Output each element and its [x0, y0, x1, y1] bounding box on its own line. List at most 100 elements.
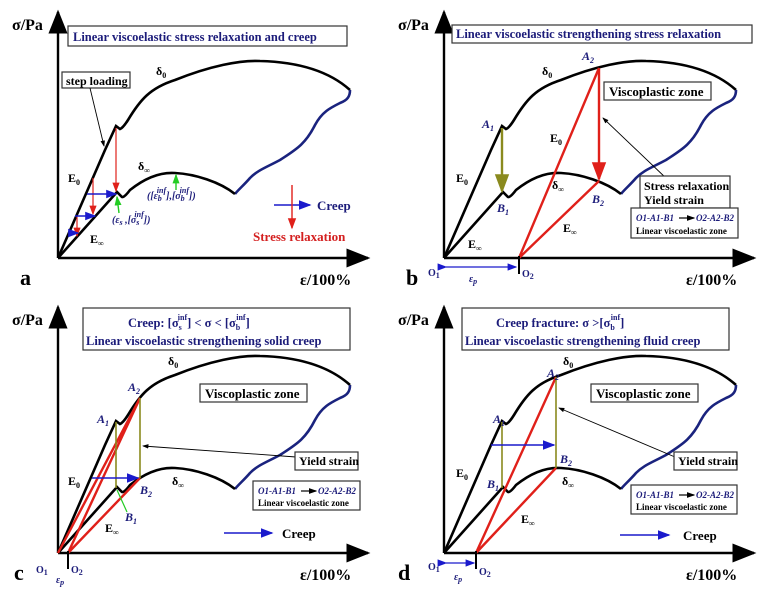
- viscoplastic-zone-box: [603, 81, 712, 101]
- panel-title-line2: Linear viscoelastic strengthening solid …: [86, 334, 321, 348]
- path-o2-label: O2-A2-B2: [318, 486, 356, 496]
- b2-label: B2: [591, 192, 604, 208]
- b1-label: B1: [496, 201, 509, 217]
- path-o1-label: O1-A1-B1: [258, 486, 296, 496]
- o1-label: O1: [428, 268, 440, 280]
- yield-strain-label: Yield strain: [678, 454, 738, 468]
- yield-pointer: [602, 117, 669, 181]
- delta-0-label: δ0: [156, 64, 166, 80]
- path-o2-label: O2-A2-B2: [696, 490, 734, 500]
- yield-strain-lines: [115, 398, 141, 488]
- y-axis-label: σ/Pa: [398, 17, 429, 34]
- o2-label: O2: [522, 269, 534, 281]
- a2-label: A2: [581, 49, 594, 65]
- linear-zone-label: Linear viscoelastic zone: [258, 498, 349, 508]
- a2-label: A2: [127, 380, 140, 396]
- viscoplastic-zone-label: Viscoplastic zone: [609, 84, 704, 99]
- b1-label: B1: [486, 477, 499, 493]
- delta-0-label: δ0: [168, 354, 178, 370]
- panel-title-line1: Creep: [σsinf] < σ < [σbinf]: [128, 313, 250, 332]
- b1-pointer: [116, 489, 128, 513]
- yield-strain-label: Yield strain: [299, 454, 359, 468]
- title-box: [461, 307, 730, 351]
- legend-creep: Creep: [683, 528, 717, 543]
- viscoplastic-zone-label: Viscoplastic zone: [596, 386, 691, 401]
- path-o2-label: O2-A2-B2: [696, 213, 734, 223]
- a1-label: A1: [492, 412, 505, 428]
- linear-zone-box: [252, 480, 361, 511]
- yield-strain-lines: [501, 377, 557, 488]
- title-box: [67, 25, 348, 47]
- delta-inf-label: δ∞: [552, 178, 564, 194]
- yield-strain-label: Yield strain: [644, 193, 704, 207]
- step-loading-box: [61, 71, 131, 89]
- point-s-label: (εs ,[σsinf]): [112, 210, 150, 227]
- linear-zone-label: Linear viscoelastic zone: [636, 502, 727, 512]
- b2-label: B2: [139, 483, 152, 499]
- yield-strain-box: [673, 451, 738, 471]
- b2-label: B2: [559, 452, 572, 468]
- panel-c: σ/Pa ε/100% c Creep: [σsinf] < σ < [σbin…: [12, 307, 368, 587]
- y-axis-label: σ/Pa: [12, 17, 43, 34]
- linear-zone-box: [630, 484, 738, 515]
- eps-p-label: εp: [469, 274, 477, 286]
- point-b-label: ([εbinf],[σbinf]): [147, 186, 196, 203]
- delta-0-label: δ0: [542, 64, 552, 80]
- x-axis-label: ε/100%: [300, 272, 351, 289]
- legend-creep: Creep: [317, 198, 351, 213]
- yield-pointer: [558, 407, 676, 458]
- delta-inf-label: δ∞: [562, 474, 574, 490]
- panel-d: σ/Pa ε/100% d Creep fracture: σ >[σbinf]…: [398, 307, 754, 585]
- title-box: [82, 307, 351, 351]
- eps-p-label: εp: [56, 575, 64, 587]
- delta-inf-label: δ∞: [138, 159, 150, 175]
- x-axis-label: ε/100%: [300, 567, 351, 584]
- step-loading-label: step loading: [66, 74, 128, 88]
- panel-title: Linear viscoelastic stress relaxation an…: [73, 30, 317, 44]
- o1-label: O1: [428, 562, 440, 574]
- legend: Creep Stress relaxation: [253, 185, 351, 244]
- panel-title-line1: Creep fracture: σ >[σbinf]: [496, 313, 624, 332]
- e0-label-2: E0: [550, 131, 562, 147]
- yield-pointer: [142, 444, 297, 458]
- stress-relaxation-label: Stress relaxation: [644, 179, 730, 193]
- panel-letter: a: [20, 265, 31, 290]
- einf-label: E∞: [90, 232, 104, 248]
- b1-label: B1: [124, 510, 137, 526]
- viscoplastic-zone-box: [199, 383, 308, 403]
- path-o1-label: O1-A1-B1: [636, 490, 674, 500]
- legend-stress-relaxation: Stress relaxation: [253, 229, 346, 244]
- linear-zone-box: [630, 207, 739, 239]
- panel-a: σ/Pa ε/100% a Linear viscoelastic stress…: [12, 12, 368, 290]
- panel-letter: c: [14, 560, 24, 585]
- o1-label: O1: [36, 565, 48, 577]
- loading-lines: [56, 397, 142, 554]
- einf-label-2: E∞: [563, 221, 577, 237]
- linear-zone-label: Linear viscoelastic zone: [636, 226, 727, 236]
- a2-label: A2: [546, 366, 559, 382]
- viscoplastic-zone-box: [590, 383, 699, 403]
- delta-0-label: δ0: [563, 354, 573, 370]
- legend-creep: Creep: [282, 526, 316, 541]
- stress-relaxation-box: [639, 175, 731, 209]
- o2-label: O2: [71, 565, 83, 577]
- a1-label: A1: [96, 412, 109, 428]
- einf-label: E∞: [521, 512, 535, 528]
- step-loading-pointer: [89, 87, 105, 147]
- panel-title: Linear viscoelastic strengthening stress…: [456, 27, 721, 41]
- einf-label: E∞: [468, 237, 482, 253]
- path-o1-label: O1-A1-B1: [636, 213, 674, 223]
- e0-label: E0: [456, 171, 468, 187]
- einf-label: E∞: [105, 521, 119, 537]
- stress-strain-curves: [58, 12, 368, 258]
- x-axis-label: ε/100%: [686, 272, 737, 289]
- loading-lines: [474, 376, 558, 554]
- panel-b: σ/Pa ε/100% b Linear viscoelastic streng…: [398, 12, 754, 290]
- e0-label: E0: [68, 474, 80, 490]
- y-axis-label: σ/Pa: [12, 312, 43, 329]
- delta-inf-label: δ∞: [172, 474, 184, 490]
- panel-letter: d: [398, 560, 410, 585]
- unload-reload-lines: [517, 67, 601, 259]
- panel-letter: b: [406, 265, 418, 290]
